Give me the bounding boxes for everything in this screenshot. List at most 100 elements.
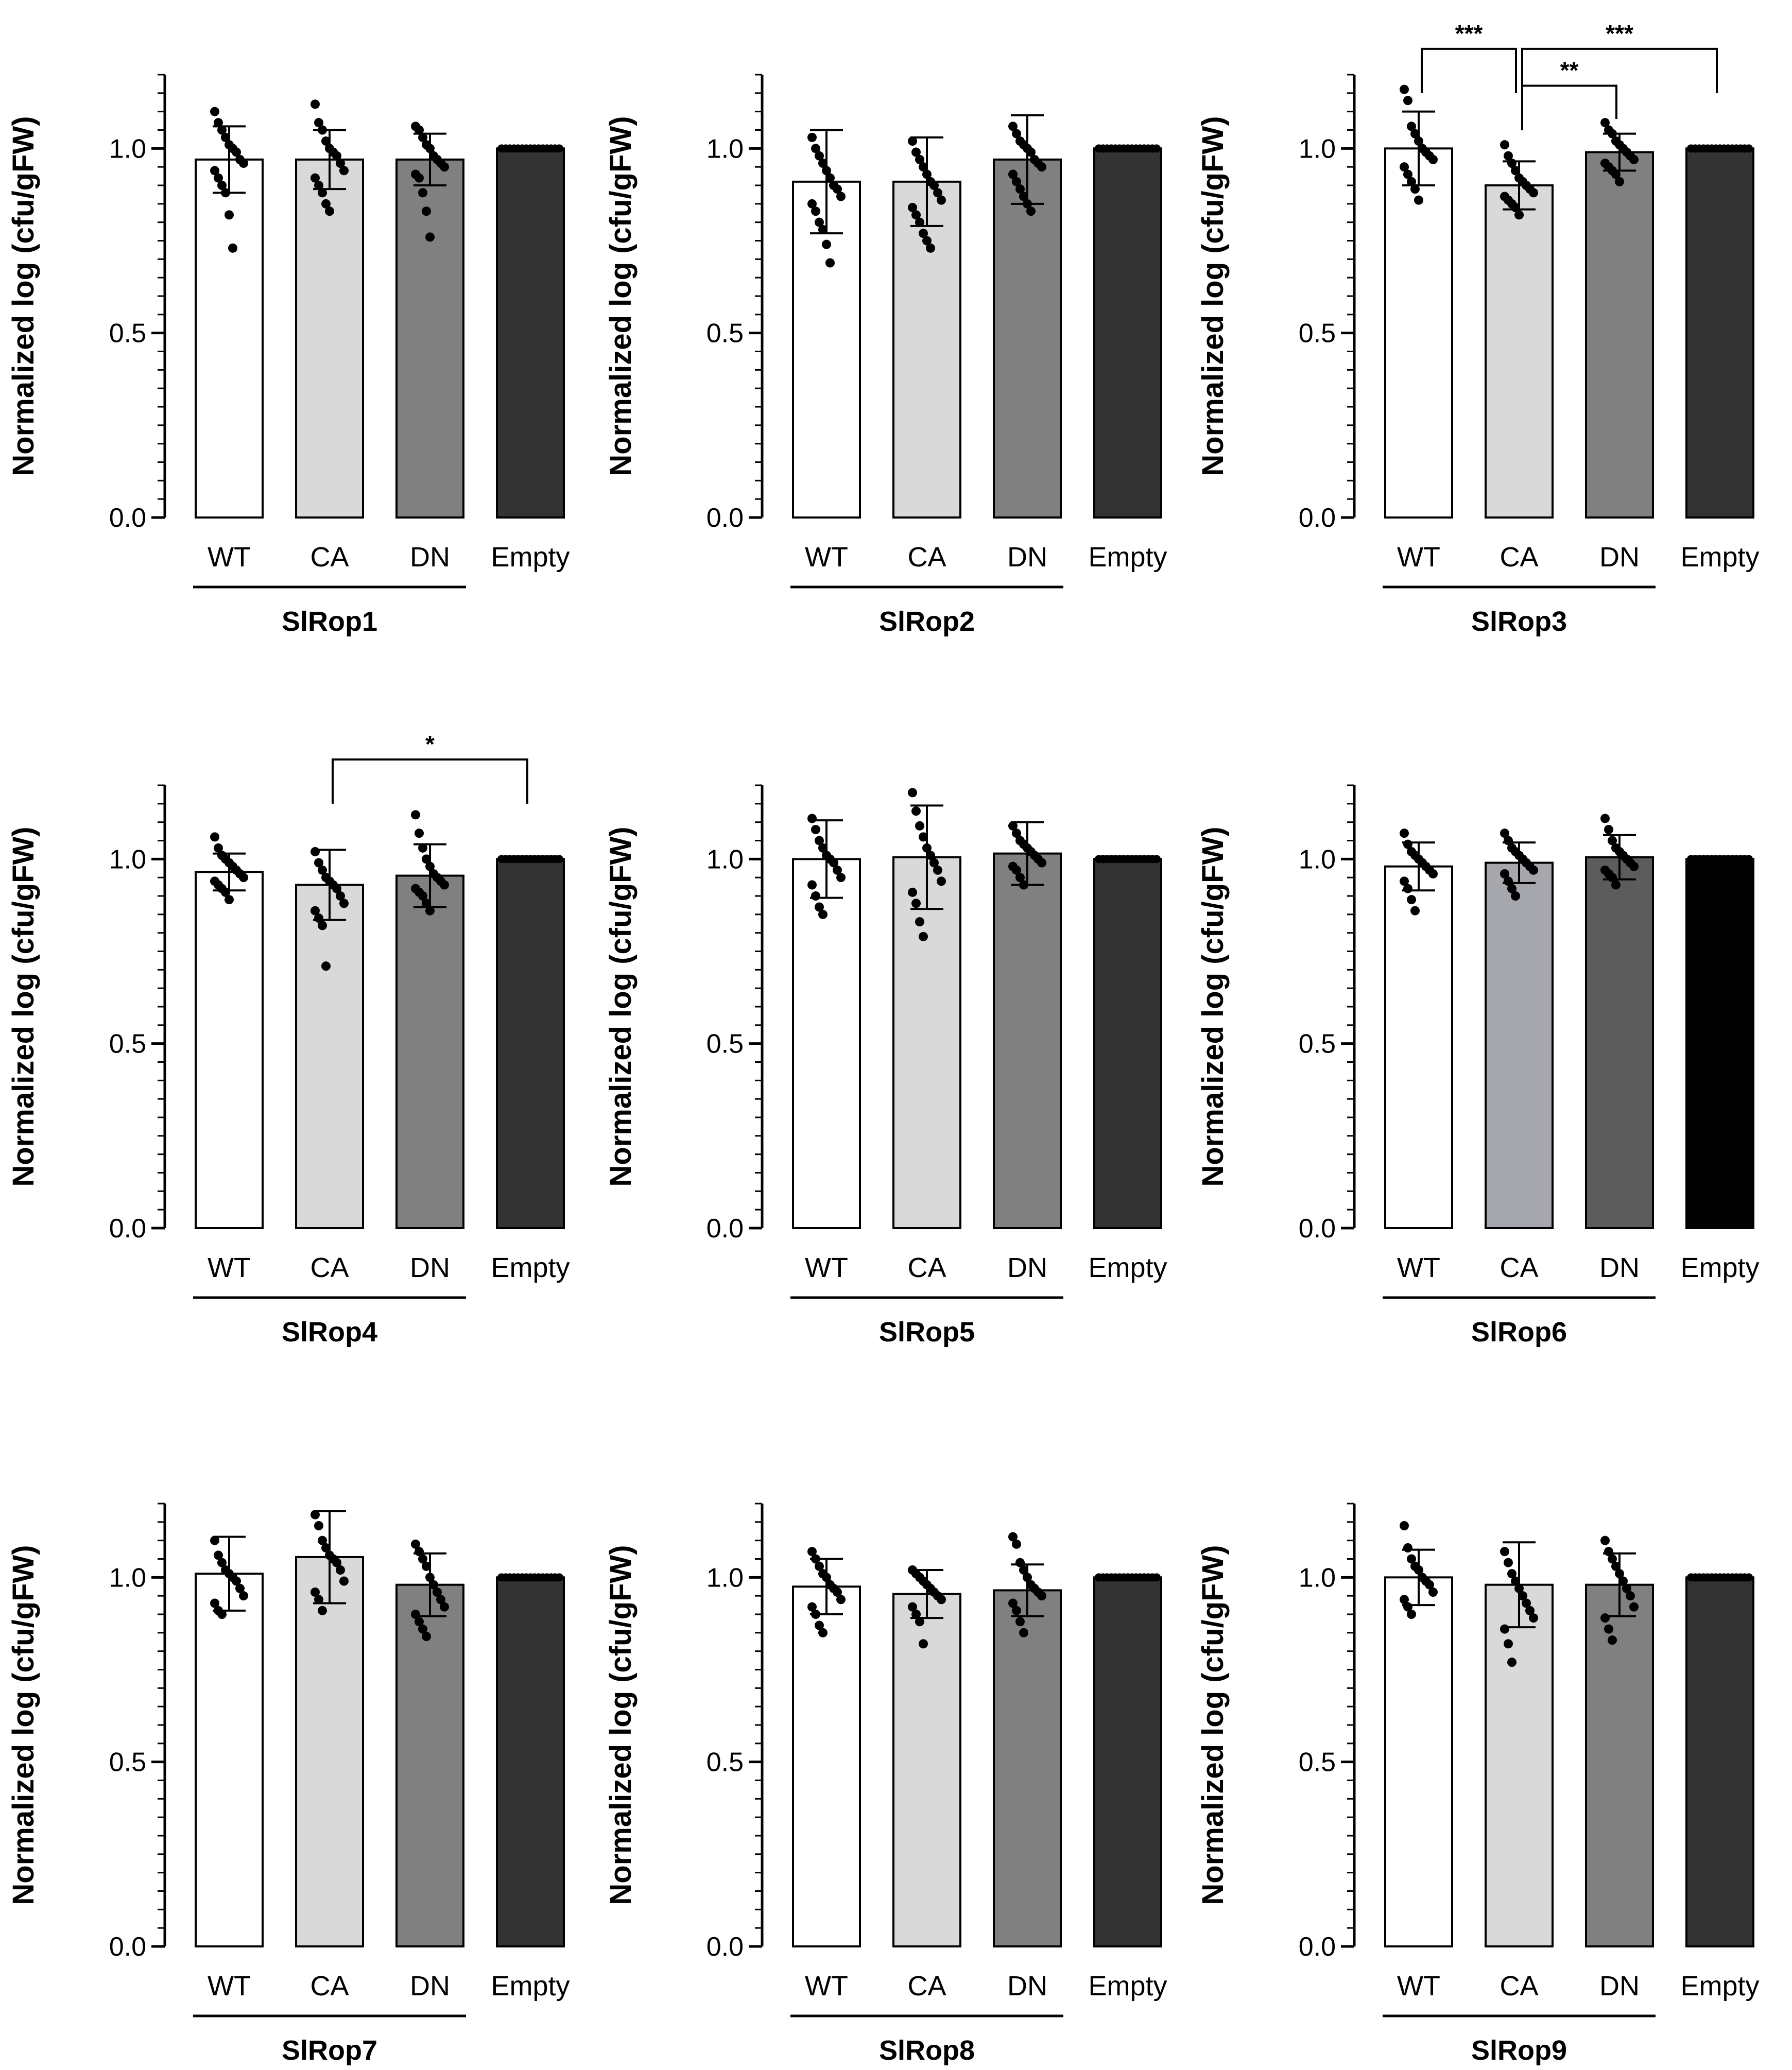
data-point <box>1410 906 1420 916</box>
data-point <box>1618 1576 1628 1586</box>
data-point <box>807 880 817 890</box>
data-point <box>336 1565 345 1575</box>
y-tick-label: 0.0 <box>1299 1214 1336 1244</box>
data-point <box>314 118 323 128</box>
data-point <box>239 159 248 168</box>
y-axis-title: Normalized log (cfu/gFW) <box>604 116 637 476</box>
data-point <box>1152 1573 1161 1582</box>
category-label-empty: Empty <box>1088 1971 1167 2002</box>
data-point <box>1745 1573 1753 1582</box>
y-tick-label: 1.0 <box>1299 134 1336 164</box>
y-tick-label: 0.0 <box>1299 503 1336 533</box>
data-point <box>436 1595 445 1605</box>
y-tick-label: 0.5 <box>109 1029 146 1059</box>
data-point <box>332 151 341 161</box>
data-point <box>933 865 942 875</box>
data-point <box>1629 154 1639 164</box>
data-point <box>1403 884 1412 893</box>
data-point <box>908 887 917 897</box>
data-point <box>1012 829 1021 838</box>
data-point <box>239 1591 248 1601</box>
data-point <box>1529 188 1538 198</box>
data-point <box>1012 1539 1021 1549</box>
y-tick-label: 1.0 <box>109 134 146 164</box>
y-tick-label: 0.0 <box>109 503 146 533</box>
category-label-empty: Empty <box>1680 542 1759 573</box>
data-point <box>1600 118 1610 128</box>
data-point <box>339 899 349 908</box>
data-point <box>422 1561 431 1571</box>
category-label-empty: Empty <box>1680 1252 1759 1283</box>
data-point <box>1529 865 1538 875</box>
data-point <box>210 1598 219 1608</box>
data-point <box>1511 891 1520 901</box>
data-point <box>314 858 323 868</box>
group-label: SlRop8 <box>879 2035 975 2066</box>
category-label-ca: CA <box>907 542 946 573</box>
data-point <box>1026 206 1036 216</box>
data-point <box>811 891 820 901</box>
data-point <box>1600 814 1610 823</box>
data-point <box>815 1561 824 1571</box>
data-point <box>1400 829 1409 838</box>
y-tick-label: 1.0 <box>707 134 744 164</box>
category-label-empty: Empty <box>1088 1252 1167 1283</box>
data-point <box>836 873 846 883</box>
data-point <box>1407 122 1416 131</box>
data-point <box>1015 184 1025 194</box>
y-tick-label: 0.5 <box>109 319 146 349</box>
data-point <box>1500 1547 1509 1557</box>
group-label: SlRop4 <box>282 1317 377 1348</box>
y-tick-label: 0.0 <box>707 503 744 533</box>
bar-wt <box>195 1573 264 1948</box>
bar-ca <box>1485 861 1554 1229</box>
category-label-dn: DN <box>1599 542 1640 573</box>
data-point <box>1015 1617 1025 1627</box>
data-point <box>1626 1591 1635 1601</box>
bar-empty <box>1685 147 1754 519</box>
data-point <box>321 1543 331 1553</box>
bar-empty <box>496 858 565 1230</box>
category-label-ca: CA <box>310 1971 349 2002</box>
category-label-wt: WT <box>1397 542 1440 573</box>
data-point <box>217 1558 227 1567</box>
y-tick-label: 0.5 <box>1299 1029 1336 1059</box>
data-point <box>411 810 420 820</box>
significance-label: *** <box>1606 20 1633 47</box>
data-point <box>321 961 331 971</box>
data-point <box>332 1558 341 1567</box>
data-point <box>915 217 924 227</box>
data-point <box>1525 1606 1535 1615</box>
category-label-empty: Empty <box>491 1252 570 1283</box>
bar-ca <box>295 158 364 519</box>
bar-wt <box>1384 1576 1453 1947</box>
data-point <box>318 865 327 875</box>
data-point <box>336 159 345 168</box>
data-point <box>555 144 563 153</box>
data-point <box>1037 162 1046 172</box>
data-point <box>911 806 921 816</box>
group-label: SlRop3 <box>1471 606 1567 637</box>
data-point <box>937 876 946 886</box>
data-point <box>1037 858 1046 868</box>
data-point <box>225 210 234 220</box>
category-label-wt: WT <box>208 542 251 573</box>
data-point <box>214 118 223 128</box>
data-point <box>425 232 435 242</box>
y-tick-label: 0.0 <box>1299 1932 1336 1962</box>
data-point <box>332 884 341 893</box>
data-point <box>1400 84 1409 94</box>
bar-empty <box>1685 1576 1754 1947</box>
bar-dn <box>395 158 464 519</box>
data-point <box>1152 144 1161 153</box>
data-point <box>422 206 431 216</box>
data-point <box>1511 166 1520 176</box>
bar-ca <box>1485 184 1554 519</box>
data-point <box>1403 169 1412 179</box>
data-point <box>418 891 427 901</box>
data-point <box>1507 1569 1517 1579</box>
data-point <box>929 181 939 190</box>
data-point <box>919 1639 928 1649</box>
data-point <box>919 162 928 172</box>
